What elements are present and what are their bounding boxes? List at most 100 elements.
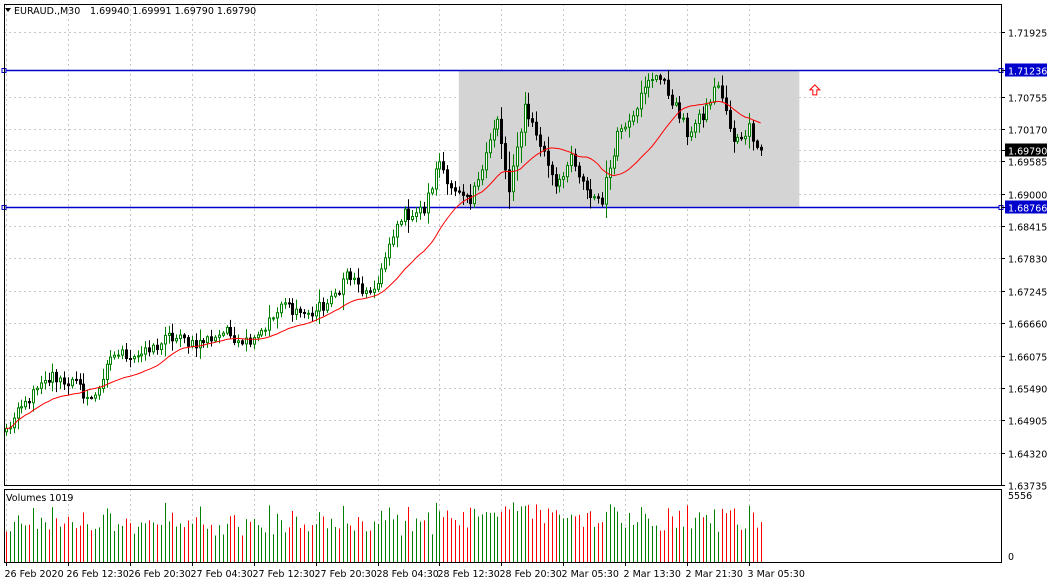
candle-body [168,332,171,336]
candle-body [616,130,619,157]
annotations [808,84,822,96]
price-tick-label: 1.63735 [1008,482,1047,493]
candle-body [125,349,128,360]
candle-body [438,161,441,170]
time-tick-label: 28 Feb 04:30 [377,569,439,580]
candle-body [280,303,283,314]
candle-body [361,283,364,294]
candle-body [667,79,670,96]
candle-body [698,113,701,125]
candle-body [152,344,155,353]
candle-body [226,327,229,334]
candle-body [582,176,585,182]
time-tick-label: 26 Feb 2020 [5,569,64,580]
candle-body [109,356,112,365]
candle-body [524,103,527,133]
price-tick-label: 1.64905 [1008,417,1047,428]
candle-body [551,164,554,176]
candle-body [295,308,298,315]
candle-body [307,312,310,315]
candle-body [388,243,391,259]
candle-body [44,379,47,384]
candle-body [160,343,163,351]
candle-body [187,337,190,347]
candle-body [593,196,596,199]
price-panel-border [4,4,1002,486]
time-axis[interactable]: 26 Feb 2020 26 Feb 12:30 26 Feb 20:30 27 Fe… [5,562,805,580]
candle-body [175,337,178,342]
candle-body [558,178,561,187]
candle-body [404,208,407,222]
candle-body [276,312,279,319]
candle-body [744,135,747,140]
candle-body [733,127,736,142]
candle-body [264,329,267,332]
time-tick-label: 28 Feb 12:30 [438,569,500,580]
candle-body [729,110,732,129]
candle-body [601,197,604,205]
time-tick-label: 2 Mar 05:30 [562,569,619,580]
triangle-down-icon[interactable] [5,8,11,12]
candle-body [644,86,647,94]
time-tick-label: 26 Feb 12:30 [67,569,129,580]
candle-body [369,290,372,293]
candle-body [454,187,457,192]
candle-body [106,363,109,380]
candle-body [63,377,66,385]
candle-body [613,155,616,169]
candle-body [717,85,720,88]
price-tick-label: 1.70170 [1008,126,1047,137]
candle-body [663,78,666,81]
time-tick-label: 2 Mar 21:30 [686,569,743,580]
candle-body [686,117,689,138]
candle-body [40,382,43,389]
candle-body [133,356,136,360]
candle-body [609,167,612,179]
candle-body [284,302,287,305]
candle-body [288,302,291,305]
volumes-label: Volumes 1019 [6,493,73,504]
candle-body [94,394,97,399]
candle-body [214,336,217,342]
candle-body [620,128,623,132]
volume-tick-label: 5556 [1008,491,1032,502]
candle-body [702,113,705,121]
price-tick-label: 1.64320 [1008,450,1047,461]
candle-body [562,176,565,180]
candle-body [647,79,650,88]
candle-body [500,118,503,145]
candle-body [419,206,422,214]
candle-body [512,165,515,193]
hline-price-label: 1.71236 [1008,67,1047,78]
candle-body [431,188,434,194]
candle-body [349,271,352,280]
candle-body [713,86,716,103]
price-axis[interactable]: 1.71925 1.70755 1.70170 1.69585 1.69000 1.684… [1001,29,1047,564]
volume-panel-border [4,489,1002,563]
candle-body [570,153,573,167]
candle-body [257,334,260,339]
candle-body [605,177,608,205]
time-tick-label: 27 Feb 04:30 [191,569,253,580]
time-tick-label: 27 Feb 12:30 [253,569,315,580]
candle-body [121,349,124,356]
candle-body [655,75,658,81]
candle-body [206,336,209,344]
candle-body [90,396,93,399]
candle-body [315,310,318,317]
current-price-label: 1.69790 [1008,147,1047,158]
candle-body [318,302,321,312]
candle-body [75,378,78,381]
candle-body [736,136,739,142]
candle-body [222,332,225,336]
candle-body [466,194,469,197]
candle-body [555,174,558,187]
candle-body [508,169,511,193]
ohlc-values: 1.69940 1.69991 1.69790 1.69790 [90,6,256,17]
candle-body [249,337,252,345]
chart-frame [4,4,1002,563]
candle-body [740,136,743,140]
candle-body [442,161,445,171]
candle-body [748,123,751,137]
